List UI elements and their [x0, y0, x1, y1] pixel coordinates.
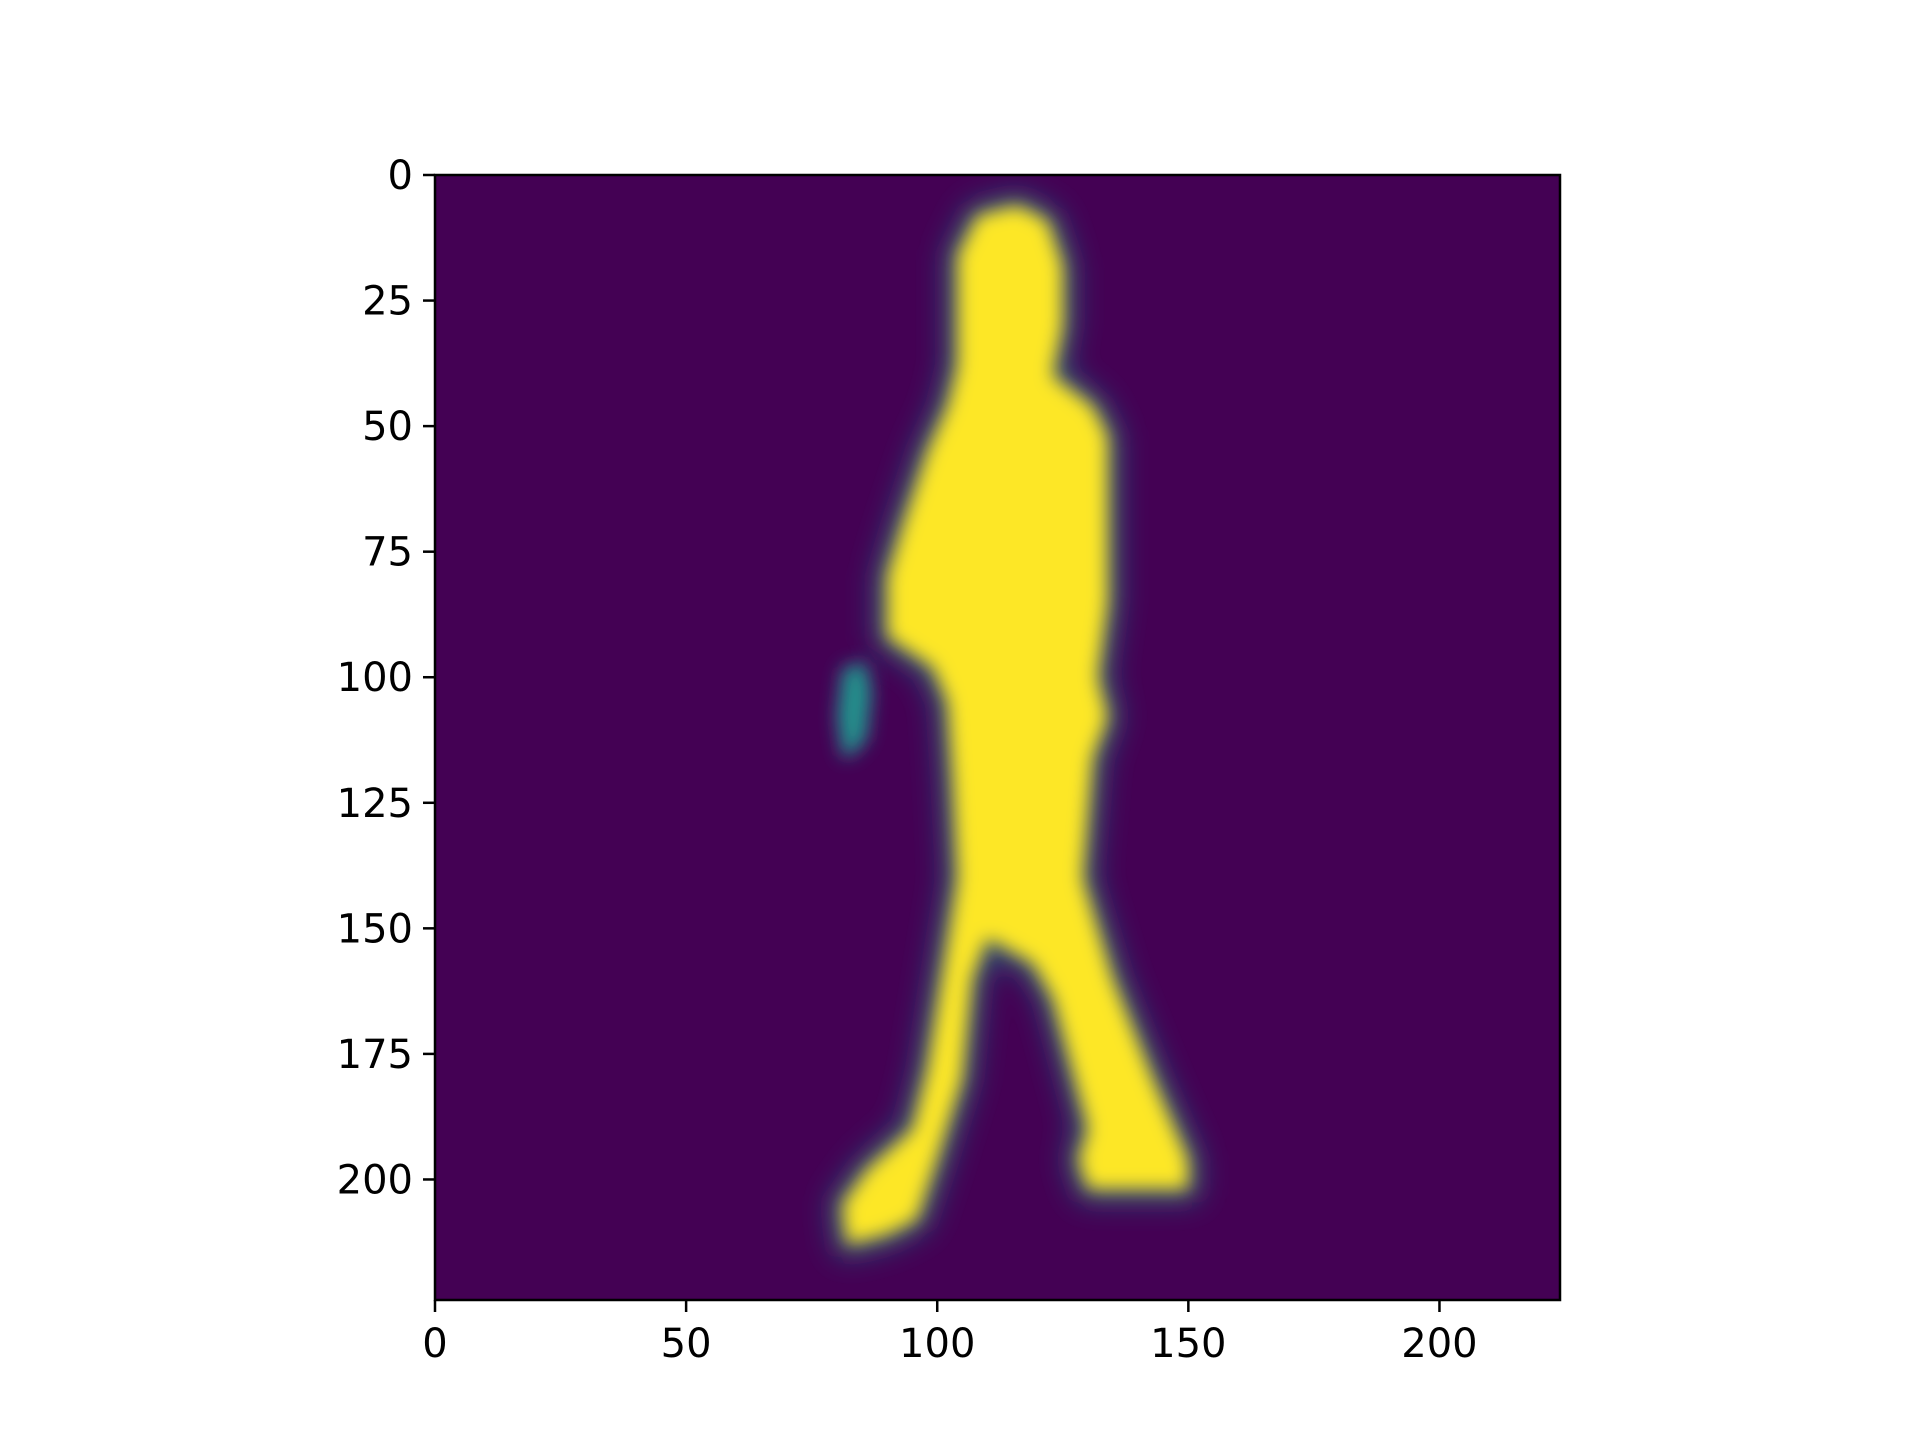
silhouette-body — [841, 205, 1189, 1245]
x-tick-label: 150 — [1150, 1321, 1226, 1367]
x-axis: 0 50 100 150 200 — [422, 1300, 1478, 1367]
x-tick-label: 100 — [899, 1321, 975, 1367]
silhouette-mask — [836, 205, 1189, 1245]
y-tick-label: 0 — [388, 153, 413, 199]
y-tick-label: 25 — [362, 279, 413, 325]
x-tick-label: 200 — [1401, 1321, 1477, 1367]
axes-frame — [433, 173, 1562, 1302]
y-tick-label: 100 — [337, 655, 413, 701]
x-tick-label: 0 — [422, 1321, 447, 1367]
plot-area — [435, 175, 1560, 1300]
y-tick-label: 75 — [362, 530, 413, 576]
y-tick-label: 175 — [337, 1032, 413, 1078]
x-tick-label: 50 — [661, 1321, 712, 1367]
y-tick-label: 125 — [337, 781, 413, 827]
y-tick-label: 50 — [362, 404, 413, 450]
y-tick-label: 150 — [337, 906, 413, 952]
y-axis: 0 25 50 75 100 125 150 175 200 — [337, 153, 435, 1203]
silhouette-hand — [836, 662, 872, 758]
y-tick-label: 200 — [337, 1157, 413, 1203]
